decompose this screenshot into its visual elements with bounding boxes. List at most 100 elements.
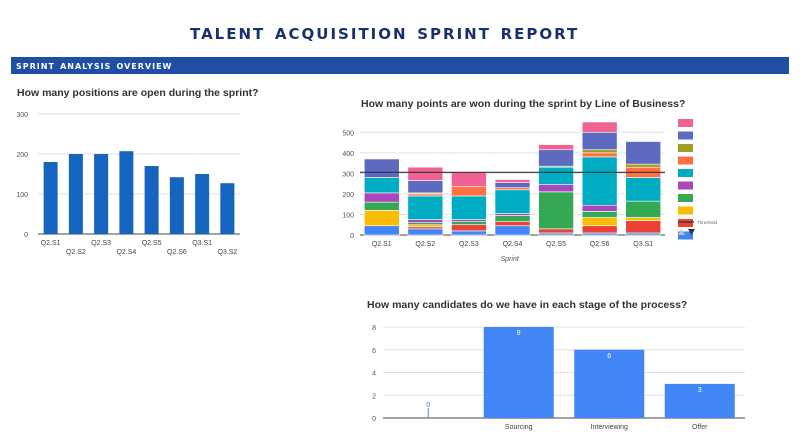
stacked-bar-segment <box>581 156 618 206</box>
legend-swatch <box>678 156 693 165</box>
legend-threshold-label: Threshold <box>697 220 718 225</box>
legend-swatch <box>678 206 693 215</box>
stacked-bar-segment <box>494 225 531 236</box>
y-tick-label: 2 <box>372 393 376 400</box>
stacked-bar-segment <box>538 228 574 234</box>
stacked-bar-segment <box>363 192 400 203</box>
stacked-bar-segment <box>581 121 618 133</box>
y-tick-label: 0 <box>350 233 354 240</box>
y-tick-label: 300 <box>16 112 28 119</box>
legend-scroll-down-icon <box>688 229 695 235</box>
stacked-bar-segment <box>625 200 662 218</box>
y-tick-label: 4 <box>372 371 376 378</box>
stacked-bar-segment <box>625 141 662 165</box>
stacked-bar-segment <box>538 166 574 185</box>
points-chart-title: How many points are won during the sprin… <box>361 98 686 110</box>
stacked-bar-segment <box>538 184 574 193</box>
x-tick-label: Interviewing <box>591 424 628 431</box>
stacked-bar-segment <box>494 215 531 222</box>
stacked-bar-segment <box>494 213 531 216</box>
legend-swatch <box>678 131 693 140</box>
stacked-bar-segment <box>407 180 444 194</box>
x-tick-label: Q2.S2 <box>415 241 435 248</box>
bar <box>94 154 109 234</box>
stacked-bar-segment <box>581 225 618 234</box>
y-tick-label: 100 <box>16 192 28 199</box>
bar <box>169 177 184 234</box>
legend-swatch <box>678 194 693 202</box>
bar <box>119 151 134 234</box>
x-tick-label: Q2.S2 <box>66 249 86 256</box>
stacked-bar-segment <box>363 210 400 227</box>
stacked-bar-segment <box>407 224 444 228</box>
bar <box>144 166 159 234</box>
y-tick-label: 500 <box>342 130 354 137</box>
stacked-bar-segment <box>451 219 487 222</box>
stacked-bar-segment <box>494 187 531 191</box>
y-tick-label: 300 <box>342 171 354 178</box>
x-tick-label: Q3.S1 <box>633 241 653 248</box>
stacked-bar-segment <box>451 221 487 226</box>
stacked-bar-segment <box>363 158 400 178</box>
stacked-bar-segment <box>451 224 487 232</box>
stacked-bar-segment <box>625 177 662 202</box>
x-tick-label: Q2.S4 <box>503 241 523 248</box>
y-tick-label: 100 <box>342 212 354 219</box>
bar <box>43 162 58 234</box>
stacked-bar-segment <box>407 219 444 223</box>
stacked-bar-segment <box>581 217 618 227</box>
stacked-bar-segment <box>581 232 618 236</box>
x-tick-label: Q2.S6 <box>590 241 610 248</box>
legend-swatch <box>678 231 693 240</box>
bar <box>664 383 735 418</box>
data-label: 3 <box>698 387 702 394</box>
stacked-bar-segment <box>538 191 574 230</box>
positions-chart-title: How many positions are open during the s… <box>17 87 259 99</box>
x-tick-label: Q2.S5 <box>546 241 566 248</box>
stacked-bar-segment <box>407 195 444 220</box>
stacked-bar-segment <box>407 228 444 236</box>
x-tick-label: Q2.S1 <box>41 240 61 247</box>
data-label: 6 <box>607 353 611 360</box>
points-won-chart: 0 100 200 300 400 500 Q2.S1 Q2.S2 Q2.S3 Q2.S4 Q2.S… <box>342 119 718 263</box>
bar <box>483 327 554 418</box>
stacked-bar-segment <box>581 152 618 158</box>
x-tick-label: Q2.S3 <box>91 240 111 247</box>
y-tick-label: 6 <box>372 348 376 355</box>
legend-swatch <box>678 181 693 190</box>
x-tick-label: Q2.S5 <box>142 240 162 247</box>
stacked-bar-segment <box>538 232 574 236</box>
stacked-bar-segment <box>581 131 618 151</box>
bar <box>574 349 645 418</box>
data-label: 0 <box>426 402 430 409</box>
stacked-bar-segment <box>363 177 400 194</box>
legend-swatch <box>678 169 693 177</box>
stacked-bar-segment <box>451 172 487 188</box>
stacked-bar-segment <box>451 230 487 236</box>
y-tick-label: 400 <box>342 151 354 158</box>
y-tick-label: 200 <box>342 192 354 199</box>
stacked-bar-segment <box>581 149 618 154</box>
stacked-bar-segment <box>494 189 531 214</box>
x-tick-label: Q3.S2 <box>217 249 237 256</box>
bar <box>195 174 210 234</box>
x-tick-label: Offer <box>692 424 708 431</box>
positions-open-chart: 0 100 200 300 Q2.S1 Q2.S2 Q2.S3 Q2.S4 Q2.S5 Q2.S6… <box>16 112 240 256</box>
x-tick-label: Q2.S4 <box>116 249 136 256</box>
legend-scroll-up-icon <box>678 229 685 235</box>
y-tick-label: 0 <box>24 232 28 239</box>
stacked-bar-segment <box>494 179 531 183</box>
section-header-bar: Sprint Analysis Overview <box>11 57 789 74</box>
candidates-chart-title: How many candidates do we have in each s… <box>367 299 688 311</box>
legend-swatch <box>678 219 693 227</box>
candidates-stage-chart: 0 2 4 6 8 0 8 Sourcing 6 Interviewing 3 Offer <box>372 325 745 431</box>
bar <box>68 154 83 234</box>
stacked-bar-segment <box>363 201 400 211</box>
stacked-bar-segment <box>407 193 444 197</box>
x-axis-title: Sprint <box>501 256 520 263</box>
x-tick-label: Q2.S3 <box>459 241 479 248</box>
y-tick-label: 8 <box>372 325 376 332</box>
legend-swatch <box>678 119 693 127</box>
data-label: 8 <box>517 330 521 337</box>
stacked-bar-segment <box>625 163 662 168</box>
